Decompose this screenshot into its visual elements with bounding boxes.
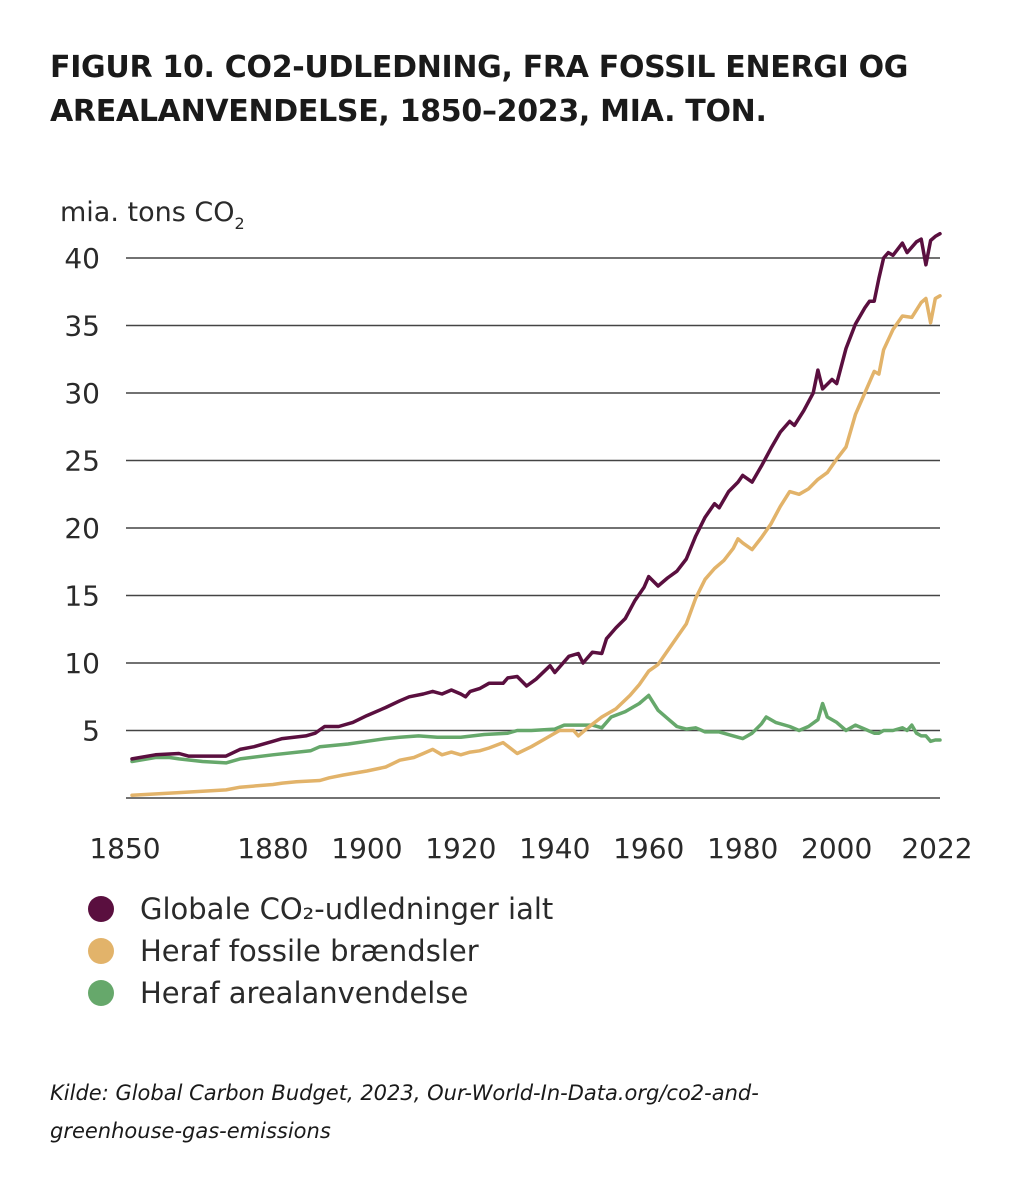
- x-tick-label: 2000: [801, 832, 872, 865]
- legend-item-land-use: Heraf arealanvendelse: [88, 972, 553, 1014]
- y-tick-label: 25: [64, 445, 100, 478]
- chart-title-line-2: AREALANVENDELSE, 1850–2023, MIA. TON.: [50, 94, 767, 129]
- chart-title-line-1: FIGUR 10. CO2-UDLEDNING, FRA FOSSIL ENER…: [50, 50, 909, 85]
- x-tick-label: 1900: [331, 832, 402, 865]
- x-axis-ticks: 1850 1880 1900 1920 1940 1960 1980 2000 2022: [89, 832, 972, 865]
- x-tick-label: 1880: [237, 832, 308, 865]
- chart-title: FIGUR 10. CO2-UDLEDNING, FRA FOSSIL ENER…: [50, 46, 1000, 134]
- source-line-2: greenhouse-gas-emissions: [50, 1119, 331, 1143]
- y-axis-ticks: 5 10 15 20 25 30 35 40: [64, 242, 100, 748]
- y-tick-label: 10: [64, 647, 100, 680]
- series-lines: [130, 231, 942, 798]
- legend-swatch-fossil: [88, 938, 114, 964]
- x-tick-label: 1940: [519, 832, 590, 865]
- source-line-1: Kilde: Global Carbon Budget, 2023, Our-W…: [50, 1081, 759, 1105]
- legend-label-total: Globale CO₂-udledninger ialt: [140, 892, 554, 926]
- source-note: Kilde: Global Carbon Budget, 2023, Our-W…: [50, 1074, 950, 1150]
- legend-item-fossil: Heraf fossile brændsler: [88, 930, 553, 972]
- y-tick-label: 20: [64, 512, 100, 545]
- y-axis-label: mia. tons CO2: [60, 197, 245, 233]
- x-tick-label: 1920: [425, 832, 496, 865]
- grid-lines: [126, 257, 940, 799]
- legend-swatch-total: [88, 896, 114, 922]
- x-tick-label: 1980: [707, 832, 778, 865]
- line-chart: mia. tons CO2 5 10 15 20 25 30 35 40 1850 1880 19…: [60, 197, 973, 865]
- series-line-land-use: [130, 693, 942, 765]
- legend-item-total: Globale CO₂-udledninger ialt: [88, 888, 553, 930]
- x-tick-label: 2022: [901, 832, 972, 865]
- legend-label-land-use: Heraf arealanvendelse: [140, 976, 469, 1010]
- series-line-total: [130, 231, 942, 761]
- y-tick-label: 15: [64, 580, 100, 613]
- series-line-fossil: [130, 294, 942, 798]
- legend-swatch-land-use: [88, 980, 114, 1006]
- legend-label-fossil: Heraf fossile brændsler: [140, 934, 479, 968]
- y-tick-label: 40: [64, 242, 100, 275]
- y-tick-label: 35: [64, 310, 100, 343]
- y-tick-label: 5: [82, 715, 100, 748]
- x-tick-label: 1850: [89, 832, 160, 865]
- x-tick-label: 1960: [613, 832, 684, 865]
- y-tick-label: 30: [64, 377, 100, 410]
- legend: Globale CO₂-udledninger ialt Heraf fossi…: [88, 888, 553, 1014]
